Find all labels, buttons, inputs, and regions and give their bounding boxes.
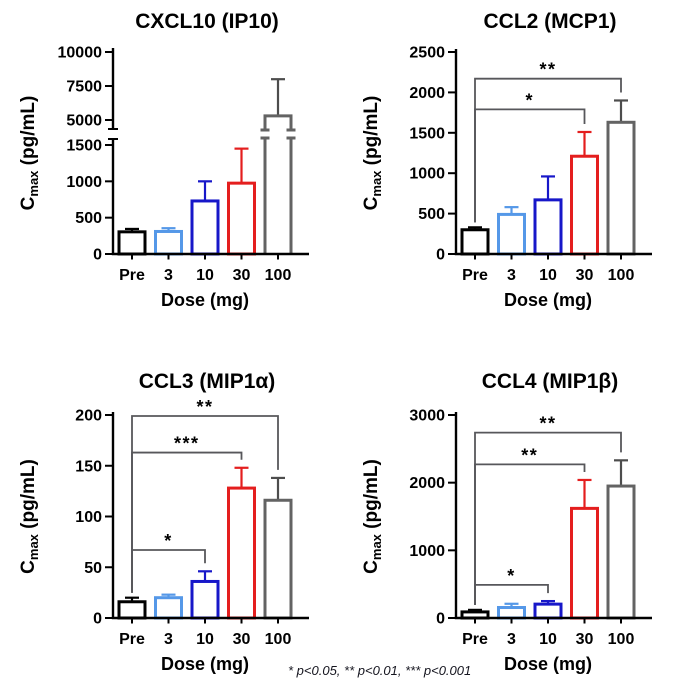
chart-title: CCL2 (MCP1)	[483, 10, 616, 33]
bar-10	[533, 602, 563, 620]
x-tick-label: Pre	[462, 267, 488, 284]
panel-cxcl10-ip10: CXCL10 (IP10) Cmax (pg/mL) 0 500 1000 1500 500…	[0, 0, 342, 345]
x-axis-label: Dose (mg)	[504, 654, 592, 674]
significance-stars: *	[507, 566, 516, 586]
bar-30	[570, 154, 599, 256]
bar-chart: CXCL10 (IP10) Cmax (pg/mL) 0 500 1000 1500 500…	[18, 10, 309, 310]
y-tick-label: 1500	[66, 138, 102, 155]
x-tick-label: 3	[507, 631, 516, 648]
y-tick-label: 1000	[409, 543, 445, 560]
bar-chart: CCL4 (MIP1β) Cmax (pg/mL) 0 1000 2000 3000 Pre…	[361, 370, 652, 674]
y-tick-label: 7500	[66, 79, 102, 96]
significance-bracket	[474, 463, 586, 605]
x-tick-label: 10	[196, 267, 214, 284]
x-tick-label: 100	[608, 267, 635, 284]
x-tick-label: Pre	[119, 631, 145, 648]
y-tick-label: 50	[84, 560, 102, 577]
x-axis-label: Dose (mg)	[504, 290, 592, 310]
significance-stars: *	[164, 531, 173, 551]
significance-bracket	[474, 583, 549, 605]
y-tick-label: 3000	[409, 408, 445, 425]
y-tick-label: 500	[418, 206, 445, 223]
x-tick-label: 100	[265, 631, 292, 648]
y-axis-label: Cmax (pg/mL)	[361, 459, 384, 574]
x-tick-label: Pre	[119, 267, 145, 284]
bar-Pre	[117, 600, 147, 620]
x-tick-label: 3	[164, 267, 173, 284]
significance-bracket	[474, 431, 622, 605]
bar-3	[154, 596, 183, 620]
significance-footnote: * p<0.05, ** p<0.01, *** p<0.001	[288, 663, 472, 678]
panel-ccl3-mip1a: CCL3 (MIP1α) Cmax (pg/mL) 0 50 100 150 200 Pre 3…	[0, 346, 342, 691]
y-tick-label: 2000	[409, 475, 445, 492]
significance-stars: ***	[174, 434, 200, 454]
significance-stars: **	[196, 397, 213, 417]
x-axis-label: Dose (mg)	[161, 654, 249, 674]
bar-chart: CCL3 (MIP1α) Cmax (pg/mL) 0 50 100 150 200 Pre 3…	[18, 370, 309, 674]
bar-100	[606, 484, 636, 620]
chart-title: CCL4 (MIP1β)	[482, 370, 619, 393]
panel-ccl2-mcp1: CCL2 (MCP1) Cmax (pg/mL) 0 500 1000 1500 2000 2…	[343, 0, 685, 345]
bar-Pre	[117, 230, 147, 256]
bar-upper-segment	[263, 114, 293, 130]
y-axis-label: Cmax (pg/mL)	[361, 96, 384, 211]
y-tick-label: 200	[75, 408, 102, 425]
significance-stars: **	[539, 414, 556, 434]
y-axis-label: Cmax (pg/mL)	[18, 96, 41, 211]
significance-stars: **	[521, 445, 538, 465]
bar-30	[570, 506, 599, 620]
significance-bracket	[131, 415, 279, 593]
x-axis-label: Dose (mg)	[161, 290, 249, 310]
bar-3	[497, 606, 526, 620]
y-tick-label: 0	[93, 247, 102, 264]
y-tick-label: 1500	[409, 125, 445, 142]
y-tick-label: 150	[75, 458, 102, 475]
significance-bracket	[474, 108, 586, 223]
y-axis-label: Cmax (pg/mL)	[18, 459, 41, 574]
bar-10	[190, 199, 220, 256]
bar-10	[190, 579, 220, 620]
y-tick-label: 0	[93, 611, 102, 628]
x-tick-label: 100	[265, 267, 292, 284]
x-tick-label: 30	[576, 631, 594, 648]
bar-chart: CCL2 (MCP1) Cmax (pg/mL) 0 500 1000 1500 2000 2…	[361, 10, 652, 310]
x-tick-label: 10	[539, 267, 557, 284]
y-tick-label: 5000	[66, 113, 102, 130]
y-tick-label: 1000	[66, 174, 102, 191]
bar-30	[227, 486, 256, 620]
significance-stars: *	[525, 90, 534, 110]
bar-30	[227, 181, 256, 256]
x-tick-label: 30	[233, 267, 251, 284]
x-tick-label: 3	[507, 267, 516, 284]
bar-100	[263, 498, 293, 620]
x-tick-label: 100	[608, 631, 635, 648]
y-tick-label: 2000	[409, 85, 445, 102]
bar-3	[154, 229, 183, 256]
bar-3	[497, 212, 526, 256]
bar-10	[533, 198, 563, 256]
y-tick-label: 100	[75, 509, 102, 526]
y-tick-label: 500	[75, 210, 102, 227]
y-tick-label: 1000	[409, 166, 445, 183]
significance-bracket	[131, 451, 243, 593]
chart-title: CCL3 (MIP1α)	[139, 370, 276, 393]
bar-Pre	[460, 228, 490, 256]
bar-100	[606, 120, 636, 256]
x-tick-label: 3	[164, 631, 173, 648]
y-tick-label: 2500	[409, 45, 445, 62]
x-tick-label: 30	[576, 267, 594, 284]
x-tick-label: Pre	[462, 631, 488, 648]
y-tick-label: 0	[436, 611, 445, 628]
y-tick-label: 10000	[58, 45, 103, 62]
x-tick-label: 10	[196, 631, 214, 648]
chart-title: CXCL10 (IP10)	[135, 10, 279, 33]
significance-stars: **	[539, 60, 556, 80]
significance-bracket	[474, 77, 622, 223]
x-tick-label: 30	[233, 631, 251, 648]
x-tick-label: 10	[539, 631, 557, 648]
y-tick-label: 0	[436, 247, 445, 264]
panel-ccl4-mip1b: CCL4 (MIP1β) Cmax (pg/mL) 0 1000 2000 3000 Pre…	[343, 346, 685, 691]
